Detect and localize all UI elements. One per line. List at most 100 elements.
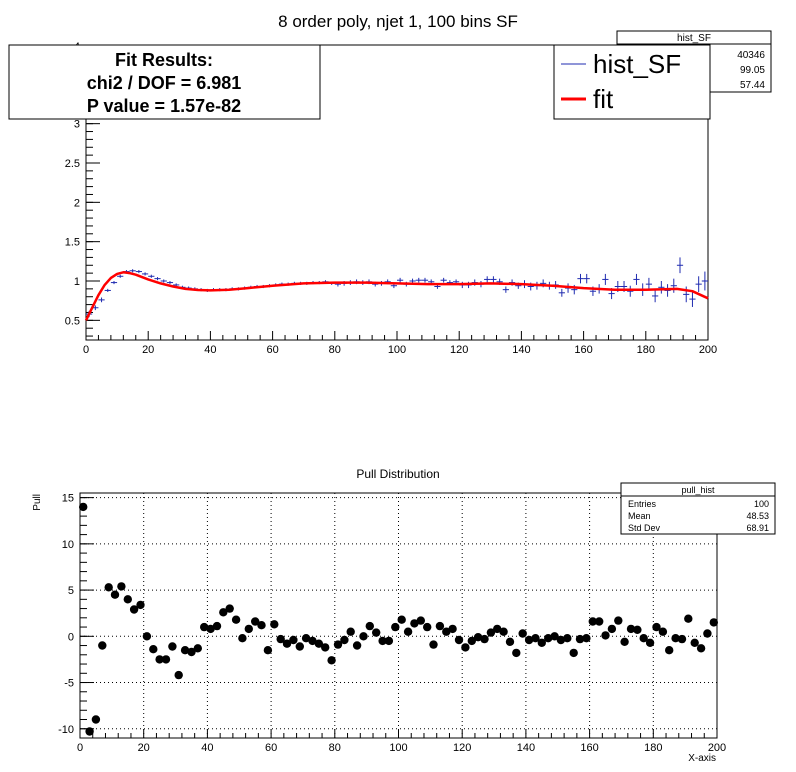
hist-sf-stats-title: hist_SF xyxy=(677,33,711,44)
pull-point xyxy=(98,641,107,650)
top-chart-title: 8 order poly, njet 1, 100 bins SF xyxy=(278,12,518,31)
pull-point xyxy=(709,618,718,627)
hist-sf-point xyxy=(415,277,422,283)
hist-sf-point xyxy=(166,281,174,285)
hist-sf-point xyxy=(695,276,702,293)
pull-point xyxy=(193,644,202,653)
pull-point xyxy=(391,622,400,632)
pull-y-tick-label: 0 xyxy=(68,631,74,643)
pull-stats-label-stddev: Std Dev xyxy=(628,523,661,533)
hist-sf-point xyxy=(658,281,665,294)
pull-point xyxy=(244,624,253,634)
pull-point xyxy=(703,629,712,638)
pull-point xyxy=(429,640,438,649)
hist-sf-point xyxy=(421,277,429,283)
hist-sf-point xyxy=(98,297,105,303)
hist-sf-point xyxy=(117,274,124,278)
pull-point xyxy=(467,636,476,646)
pull-point xyxy=(231,615,241,624)
pull-stats-value-stddev: 68.91 xyxy=(746,523,769,533)
hist-sf-point xyxy=(141,272,149,276)
hist-sf-point xyxy=(154,277,161,281)
pull-point xyxy=(518,629,527,638)
pull-point xyxy=(473,633,483,642)
pull-point xyxy=(372,628,381,637)
legend-hist-sf-label: hist_SF xyxy=(593,49,681,79)
pull-stats-value-entries: 100 xyxy=(754,499,769,509)
hist-sf-point xyxy=(670,278,677,293)
top-legend: hist_SF fit xyxy=(553,44,711,120)
pull-point xyxy=(626,624,636,634)
pull-point xyxy=(645,638,655,647)
pull-point xyxy=(384,636,394,646)
top-plot-panel: 0.5 1 1.5 2 2.5 3 0 20 40 60 80 100 120 140 160 180 200… xyxy=(65,41,717,356)
pull-point xyxy=(486,628,496,637)
pull-point xyxy=(161,655,171,664)
top-x-tick-label: 100 xyxy=(388,344,406,356)
pull-x-tick-label: 60 xyxy=(265,742,277,754)
top-x-tick-label: 20 xyxy=(142,344,154,356)
pull-point xyxy=(117,582,126,591)
pull-point xyxy=(251,617,260,626)
pull-y-axis-label: Pull xyxy=(32,494,43,511)
pull-point xyxy=(301,634,311,643)
hist-sf-point xyxy=(148,274,155,278)
pull-point xyxy=(352,641,362,650)
pull-point xyxy=(582,634,591,643)
pull-point xyxy=(397,615,406,624)
top-y-tick-label: 1 xyxy=(74,276,80,288)
pull-point xyxy=(639,634,648,643)
pull-x-tick-label: 180 xyxy=(644,742,662,754)
pull-point xyxy=(563,634,572,643)
pull-y-tick-label: -5 xyxy=(64,678,74,690)
pull-stats-frame xyxy=(620,482,776,535)
top-y-tick-label: 2.5 xyxy=(65,158,80,170)
top-x-tick-label: 40 xyxy=(204,344,216,356)
fit-results-frame xyxy=(8,44,321,120)
pull-point xyxy=(219,608,228,617)
pull-point xyxy=(544,634,553,643)
pull-point xyxy=(257,621,266,630)
pull-point xyxy=(607,624,617,634)
pull-chart-title: Pull Distribution xyxy=(356,467,439,481)
top-x-tick-label: 80 xyxy=(329,344,341,356)
fit-results-box: Fit Results: chi2 / DOF = 6.981 P value … xyxy=(8,44,321,120)
top-x-tick-label: 160 xyxy=(574,344,592,356)
pull-point xyxy=(238,634,247,643)
pull-x-tick-label: 100 xyxy=(389,742,407,754)
pull-point xyxy=(505,637,515,646)
pull-stats-box: pull_hist Entries 100 Mean 48.53 Std Dev… xyxy=(620,482,776,535)
pull-point xyxy=(512,648,521,658)
hist-sf-point xyxy=(160,279,167,283)
pull-x-tick-label: 80 xyxy=(329,742,341,754)
pull-point xyxy=(136,600,145,610)
pull-stats-label-mean: Mean xyxy=(628,511,651,521)
pull-point xyxy=(346,627,355,636)
pull-point xyxy=(314,639,324,648)
pull-point xyxy=(333,640,343,649)
pull-point xyxy=(155,655,164,664)
fit-curve xyxy=(84,271,709,321)
pull-point xyxy=(480,634,489,644)
pull-point xyxy=(671,634,680,643)
pull-y-tick-label: 10 xyxy=(62,539,74,551)
pull-point xyxy=(614,616,623,625)
pull-y-tick-label: 5 xyxy=(68,585,74,597)
pull-point xyxy=(104,583,113,592)
pull-point xyxy=(690,638,699,647)
hist-sf-point xyxy=(652,289,659,303)
pull-point xyxy=(461,643,470,652)
pull-point xyxy=(423,622,432,632)
top-x-axis: 0 20 40 60 80 100 120 140 160 180 200 xyxy=(83,331,717,356)
hist-sf-stats-value-entries: 40346 xyxy=(737,50,765,61)
pull-point xyxy=(435,621,445,631)
pull-point xyxy=(321,643,330,652)
top-x-tick-label: 140 xyxy=(512,344,530,356)
top-x-tick-label: 120 xyxy=(450,344,468,356)
pull-point xyxy=(378,636,387,646)
pull-y-tick-label: -10 xyxy=(58,724,74,736)
hist-sf-point xyxy=(689,291,696,307)
pull-x-tick-label: 20 xyxy=(138,742,150,754)
hist-sf-point xyxy=(440,277,447,283)
pull-stats-label-entries: Entries xyxy=(628,499,657,509)
